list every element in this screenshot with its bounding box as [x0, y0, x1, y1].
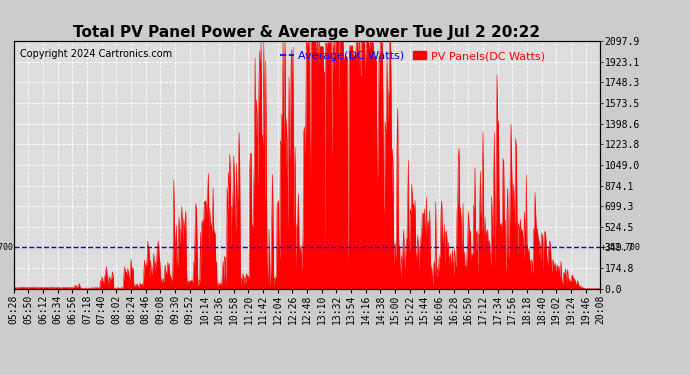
Legend: Average(DC Watts), PV Panels(DC Watts): Average(DC Watts), PV Panels(DC Watts) [276, 47, 549, 66]
Title: Total PV Panel Power & Average Power Tue Jul 2 20:22: Total PV Panel Power & Average Power Tue… [74, 25, 540, 40]
Text: +352.700: +352.700 [601, 243, 641, 252]
Text: Copyright 2024 Cartronics.com: Copyright 2024 Cartronics.com [19, 49, 172, 58]
Text: +352.700: +352.700 [0, 243, 13, 252]
